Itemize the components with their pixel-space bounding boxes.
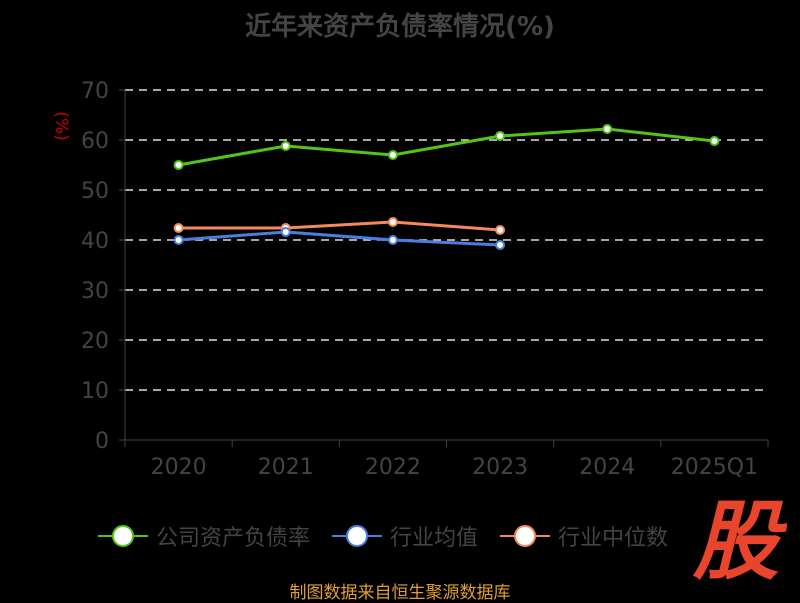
x-tick-label: 2025Q1 bbox=[671, 455, 758, 480]
legend-label: 行业均值 bbox=[390, 526, 479, 551]
chart-title: 近年来资产负债率情况(%) bbox=[245, 12, 555, 42]
data-point bbox=[602, 124, 613, 134]
legend-label: 公司资产负债率 bbox=[156, 526, 311, 551]
data-point bbox=[173, 223, 184, 233]
data-point bbox=[709, 136, 720, 146]
x-tick-label: 2023 bbox=[472, 455, 528, 480]
series-line bbox=[178, 230, 501, 247]
y-tick-label: 70 bbox=[81, 79, 109, 104]
legend-label: 行业中位数 bbox=[558, 526, 669, 551]
data-point bbox=[387, 235, 398, 245]
legend-marker-icon bbox=[332, 525, 383, 547]
data-point bbox=[495, 225, 506, 235]
data-point bbox=[387, 217, 398, 227]
series-line bbox=[178, 220, 501, 232]
y-axis-label: (%) bbox=[51, 111, 71, 140]
data-point bbox=[280, 227, 291, 237]
y-tick-label: 30 bbox=[81, 279, 109, 304]
y-tick-label: 60 bbox=[81, 129, 109, 154]
y-tick-label: 0 bbox=[95, 429, 109, 454]
data-point bbox=[173, 235, 184, 245]
legend-item-company[interactable]: 公司资产负债率 bbox=[98, 520, 310, 552]
y-tick-label: 50 bbox=[81, 179, 109, 204]
data-point bbox=[387, 150, 398, 160]
data-point bbox=[495, 131, 506, 141]
data-point bbox=[173, 160, 184, 170]
legend: 公司资产负债率 行业均值 行业中位数 bbox=[98, 520, 668, 552]
source-note: 制图数据来自恒生聚源数据库 bbox=[289, 583, 511, 603]
y-tick-label: 10 bbox=[81, 379, 109, 404]
y-tick-label: 40 bbox=[81, 229, 109, 254]
x-tick-label: 2020 bbox=[151, 455, 207, 480]
series-line bbox=[178, 127, 715, 167]
legend-marker-icon bbox=[98, 525, 148, 547]
legend-item-industry-mean[interactable]: 行业均值 bbox=[332, 520, 478, 552]
watermark-logo: 股 bbox=[686, 496, 786, 588]
data-point bbox=[495, 240, 506, 250]
x-tick-label: 2024 bbox=[579, 455, 635, 480]
x-tick-label: 2022 bbox=[365, 455, 421, 480]
y-tick-label: 20 bbox=[81, 329, 109, 354]
legend-marker-icon bbox=[500, 525, 551, 547]
legend-item-industry-median[interactable]: 行业中位数 bbox=[500, 520, 668, 552]
data-point bbox=[280, 141, 291, 151]
x-tick-label: 2021 bbox=[258, 455, 314, 480]
